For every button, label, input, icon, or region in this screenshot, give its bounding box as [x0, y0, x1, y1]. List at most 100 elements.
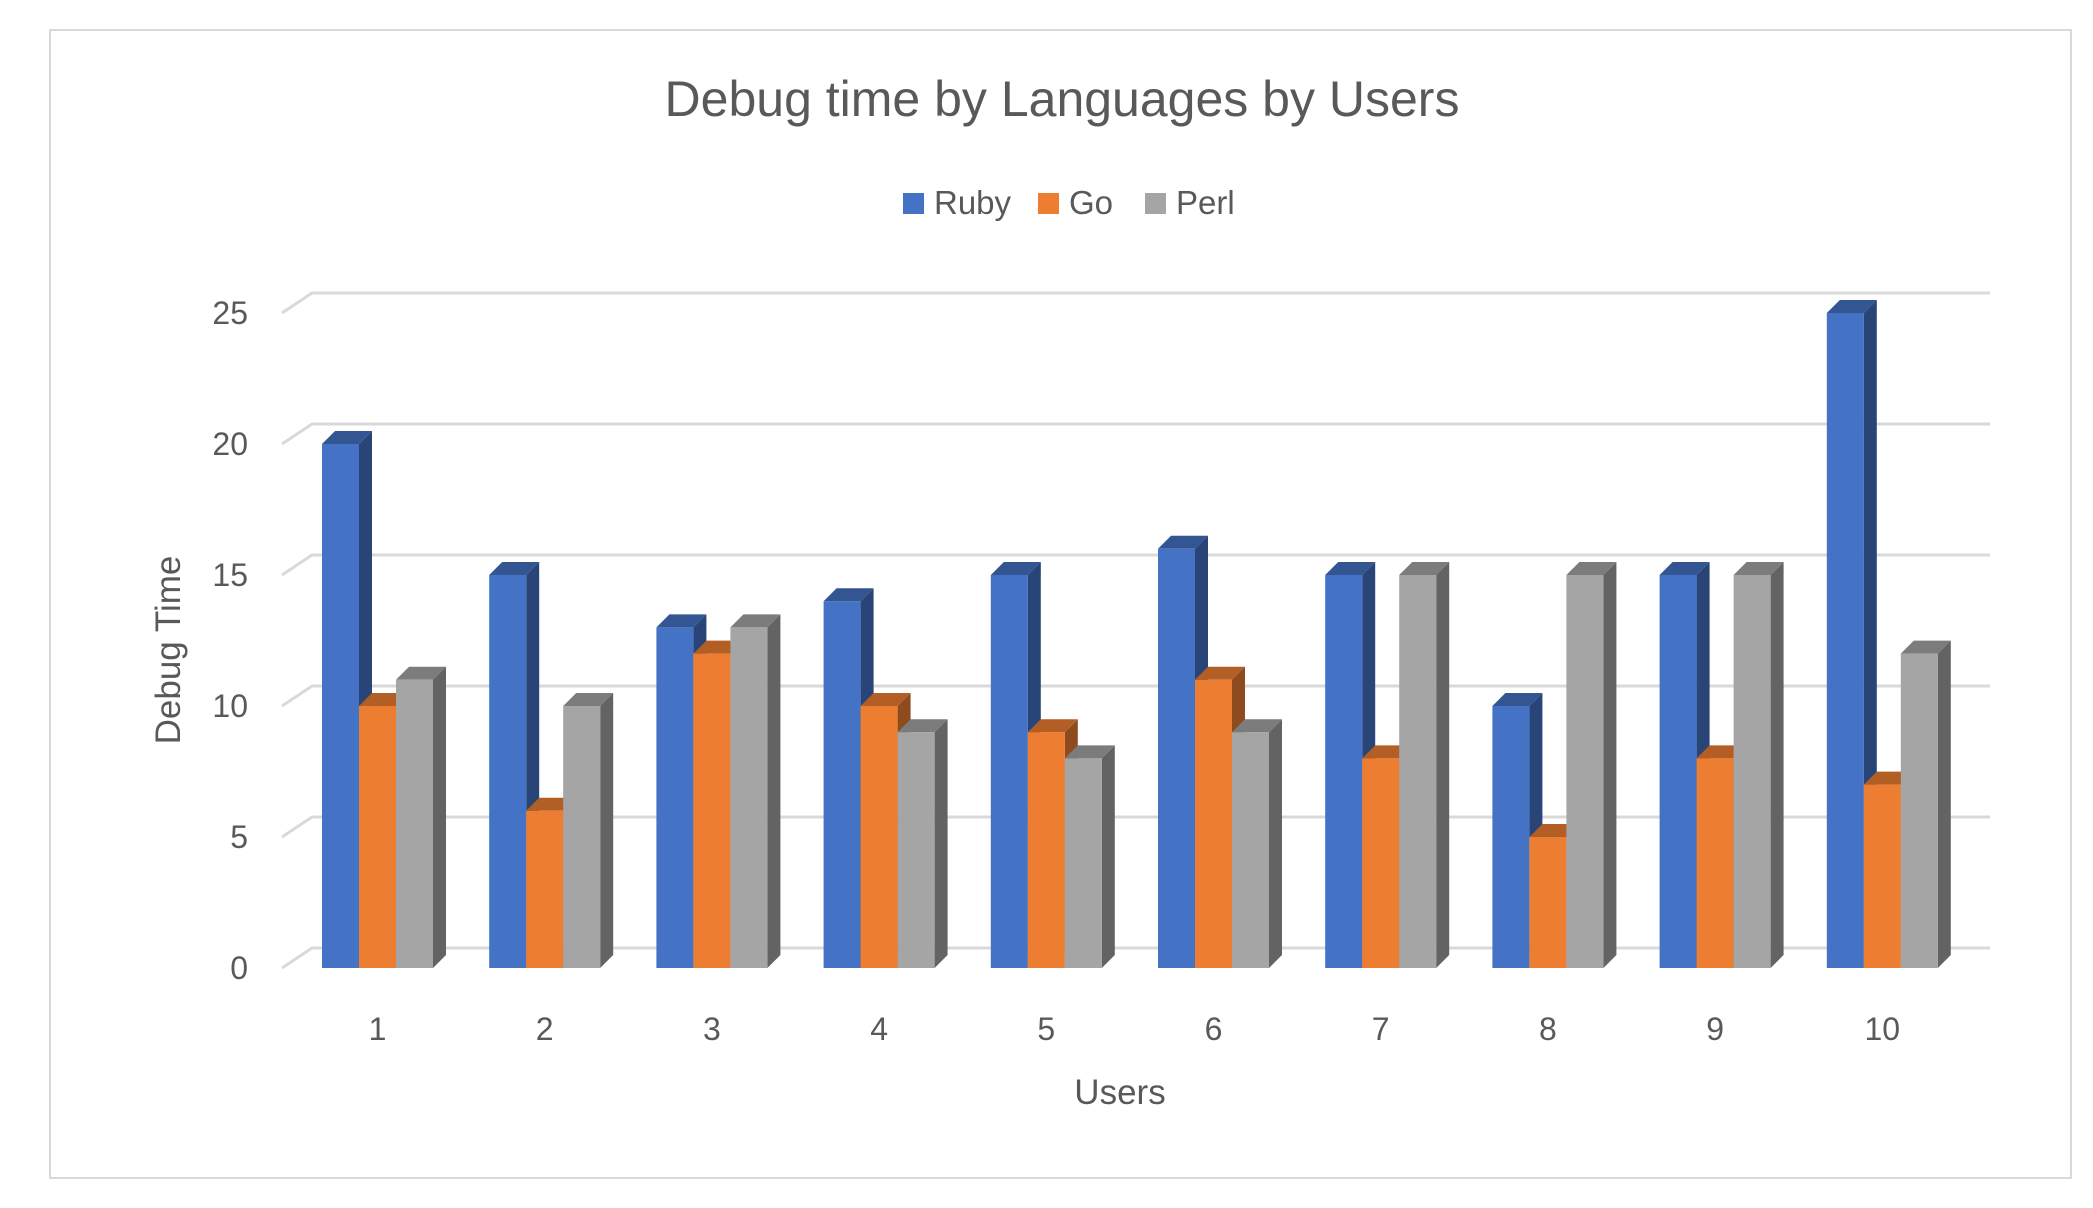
x-tick-label: 1 [369, 1011, 387, 1047]
bar-front [990, 575, 1028, 968]
bar-side [934, 719, 948, 968]
bar-front [396, 679, 433, 968]
y-tick-label: 25 [212, 295, 248, 331]
bar-top [1027, 719, 1078, 733]
bar-front [823, 601, 861, 968]
bar-front [1158, 548, 1195, 968]
bar-top [1659, 562, 1710, 575]
x-tick-label: 5 [1037, 1011, 1055, 1047]
bar-front [1900, 653, 1938, 968]
bar-front [1826, 313, 1864, 968]
bar-side [1770, 562, 1784, 968]
bar-front [1325, 575, 1363, 968]
y-axis-title: Debug Time [149, 556, 188, 745]
bar-side [1937, 640, 1951, 968]
bar-top [656, 614, 707, 628]
bar-front [656, 627, 694, 968]
y-tick-label: 15 [212, 557, 248, 593]
bar-top [897, 719, 948, 733]
x-axis-ticks: 1 2 3 4 5 6 7 8 9 10 [369, 1011, 1900, 1047]
y-tick-label: 5 [230, 819, 248, 855]
bar-top [1566, 562, 1617, 575]
bar-front [897, 732, 935, 968]
y-axis-ticks: 0 5 10 15 20 25 [212, 295, 248, 986]
legend-swatch-go [1038, 193, 1059, 214]
gridline [281, 291, 1990, 315]
bar-top [1492, 693, 1543, 706]
x-axis-title: Users [1074, 1073, 1165, 1112]
bar-top [1158, 535, 1208, 549]
bar-top [563, 693, 614, 706]
y-tick-label: 10 [212, 688, 248, 724]
bar [1733, 562, 1784, 968]
bar-side [767, 614, 781, 968]
chart-title: Debug time by Languages by Users [665, 71, 1460, 127]
bar-front [730, 627, 768, 968]
legend-label-ruby: Ruby [934, 184, 1012, 221]
legend-label-go: Go [1069, 184, 1113, 221]
x-tick-label: 8 [1539, 1011, 1557, 1047]
bar [897, 719, 948, 968]
x-tick-label: 2 [536, 1011, 554, 1047]
bar-front [1027, 732, 1065, 968]
gridline [281, 553, 1990, 577]
bar [1399, 562, 1450, 968]
bar-top [322, 431, 372, 444]
gridline [281, 422, 1990, 446]
bar [990, 562, 1041, 968]
bar [396, 666, 446, 968]
bar-front [489, 575, 527, 968]
bar-side [1436, 562, 1450, 968]
bar-front [526, 810, 564, 968]
x-tick-label: 4 [870, 1011, 888, 1047]
bar-front [1863, 784, 1901, 968]
bar-top [1733, 562, 1784, 575]
bar [730, 614, 781, 968]
bar-top [489, 562, 540, 575]
bar-top [1064, 745, 1115, 759]
bar-top [1325, 562, 1376, 575]
legend-swatch-ruby [903, 193, 924, 214]
bar-top [860, 693, 911, 706]
bar-front [1696, 758, 1734, 968]
bar-front [1566, 575, 1604, 968]
legend-swatch-perl [1145, 193, 1166, 214]
bar-top [1900, 640, 1951, 654]
bars [322, 300, 1951, 968]
x-tick-label: 3 [703, 1011, 721, 1047]
bar-front [1659, 575, 1697, 968]
bar [563, 693, 614, 968]
x-tick-label: 7 [1372, 1011, 1390, 1047]
bar [1566, 562, 1617, 968]
bar-top [1195, 666, 1245, 680]
bar-top [1399, 562, 1450, 575]
bar-side [600, 693, 614, 968]
bar-front [1399, 575, 1437, 968]
x-tick-label: 6 [1205, 1011, 1223, 1047]
bar-top [1826, 300, 1877, 313]
bar-front [1362, 758, 1400, 968]
x-tick-label: 9 [1706, 1011, 1724, 1047]
bar [1900, 640, 1951, 968]
bar-front [322, 444, 359, 968]
legend: Ruby Go Perl [903, 184, 1235, 221]
bar-front [860, 706, 898, 968]
bar-side [433, 666, 446, 968]
bar-top [730, 614, 781, 628]
bar-side [1101, 745, 1115, 968]
x-tick-label: 10 [1865, 1011, 1901, 1047]
bar-side [1269, 719, 1282, 968]
bar [1232, 719, 1282, 968]
bar-front [1195, 679, 1232, 968]
bar-top [990, 562, 1041, 575]
bar-front [1232, 732, 1269, 968]
bar-front [1529, 837, 1567, 968]
bar [1064, 745, 1115, 968]
bar-front [1064, 758, 1102, 968]
y-tick-label: 20 [212, 426, 248, 462]
bar-front [563, 706, 601, 968]
bar-top [1232, 719, 1282, 733]
y-tick-label: 0 [230, 950, 248, 986]
bar-front [1492, 706, 1530, 968]
